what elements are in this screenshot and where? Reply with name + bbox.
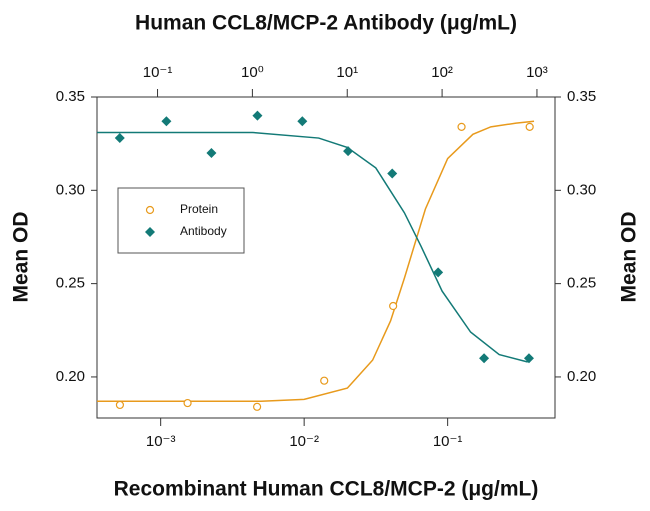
point bbox=[525, 122, 534, 131]
point bbox=[457, 122, 466, 131]
point bbox=[389, 301, 398, 311]
point bbox=[114, 133, 125, 144]
y2-axis-label: Mean OD bbox=[618, 211, 641, 302]
fit-line bbox=[97, 131, 528, 363]
point bbox=[206, 147, 217, 158]
y-tick-label: 0.20 bbox=[56, 368, 85, 385]
legend-marker bbox=[145, 205, 155, 215]
point bbox=[479, 353, 490, 364]
point bbox=[523, 353, 534, 364]
legend-marker bbox=[145, 227, 155, 237]
point bbox=[297, 116, 308, 127]
x2-tick-label: 10⁻¹ bbox=[143, 64, 173, 81]
legend-label: Protein bbox=[180, 202, 218, 216]
legend-box bbox=[117, 187, 245, 254]
point bbox=[183, 398, 192, 408]
x-tick-label: 10⁻³ bbox=[146, 433, 176, 450]
point bbox=[115, 400, 125, 410]
plot-frame bbox=[96, 96, 556, 419]
x2-tick-label: 10¹ bbox=[336, 64, 358, 81]
y-tick-label: 0.35 bbox=[56, 88, 85, 105]
y2-tick-label: 0.20 bbox=[567, 368, 596, 385]
point bbox=[161, 116, 172, 127]
point bbox=[253, 402, 262, 411]
y2-tick-label: 0.25 bbox=[567, 275, 596, 292]
y-axis-label: Mean OD bbox=[10, 211, 33, 302]
y2-tick-label: 0.30 bbox=[567, 181, 596, 198]
y-tick-label: 0.25 bbox=[56, 275, 85, 292]
point bbox=[387, 168, 398, 179]
x2-tick-label: 10³ bbox=[526, 64, 548, 81]
point bbox=[433, 267, 444, 278]
point bbox=[320, 376, 329, 385]
x-axis-label: Recombinant Human CCL8/MCP-2 (μg/mL) bbox=[114, 478, 539, 501]
y2-tick-label: 0.35 bbox=[567, 88, 596, 105]
x-tick-label: 10⁻¹ bbox=[433, 433, 463, 450]
fit-line bbox=[97, 120, 535, 402]
point bbox=[343, 146, 354, 157]
y-tick-label: 0.30 bbox=[56, 181, 85, 198]
legend-label: Antibody bbox=[180, 224, 227, 238]
x2-tick-label: 10² bbox=[431, 64, 453, 81]
x2-tick-label: 10⁰ bbox=[241, 64, 264, 81]
point bbox=[252, 110, 263, 121]
chart-title: Human CCL8/MCP-2 Antibody (μg/mL) bbox=[135, 12, 517, 35]
x-tick-label: 10⁻² bbox=[289, 433, 319, 450]
